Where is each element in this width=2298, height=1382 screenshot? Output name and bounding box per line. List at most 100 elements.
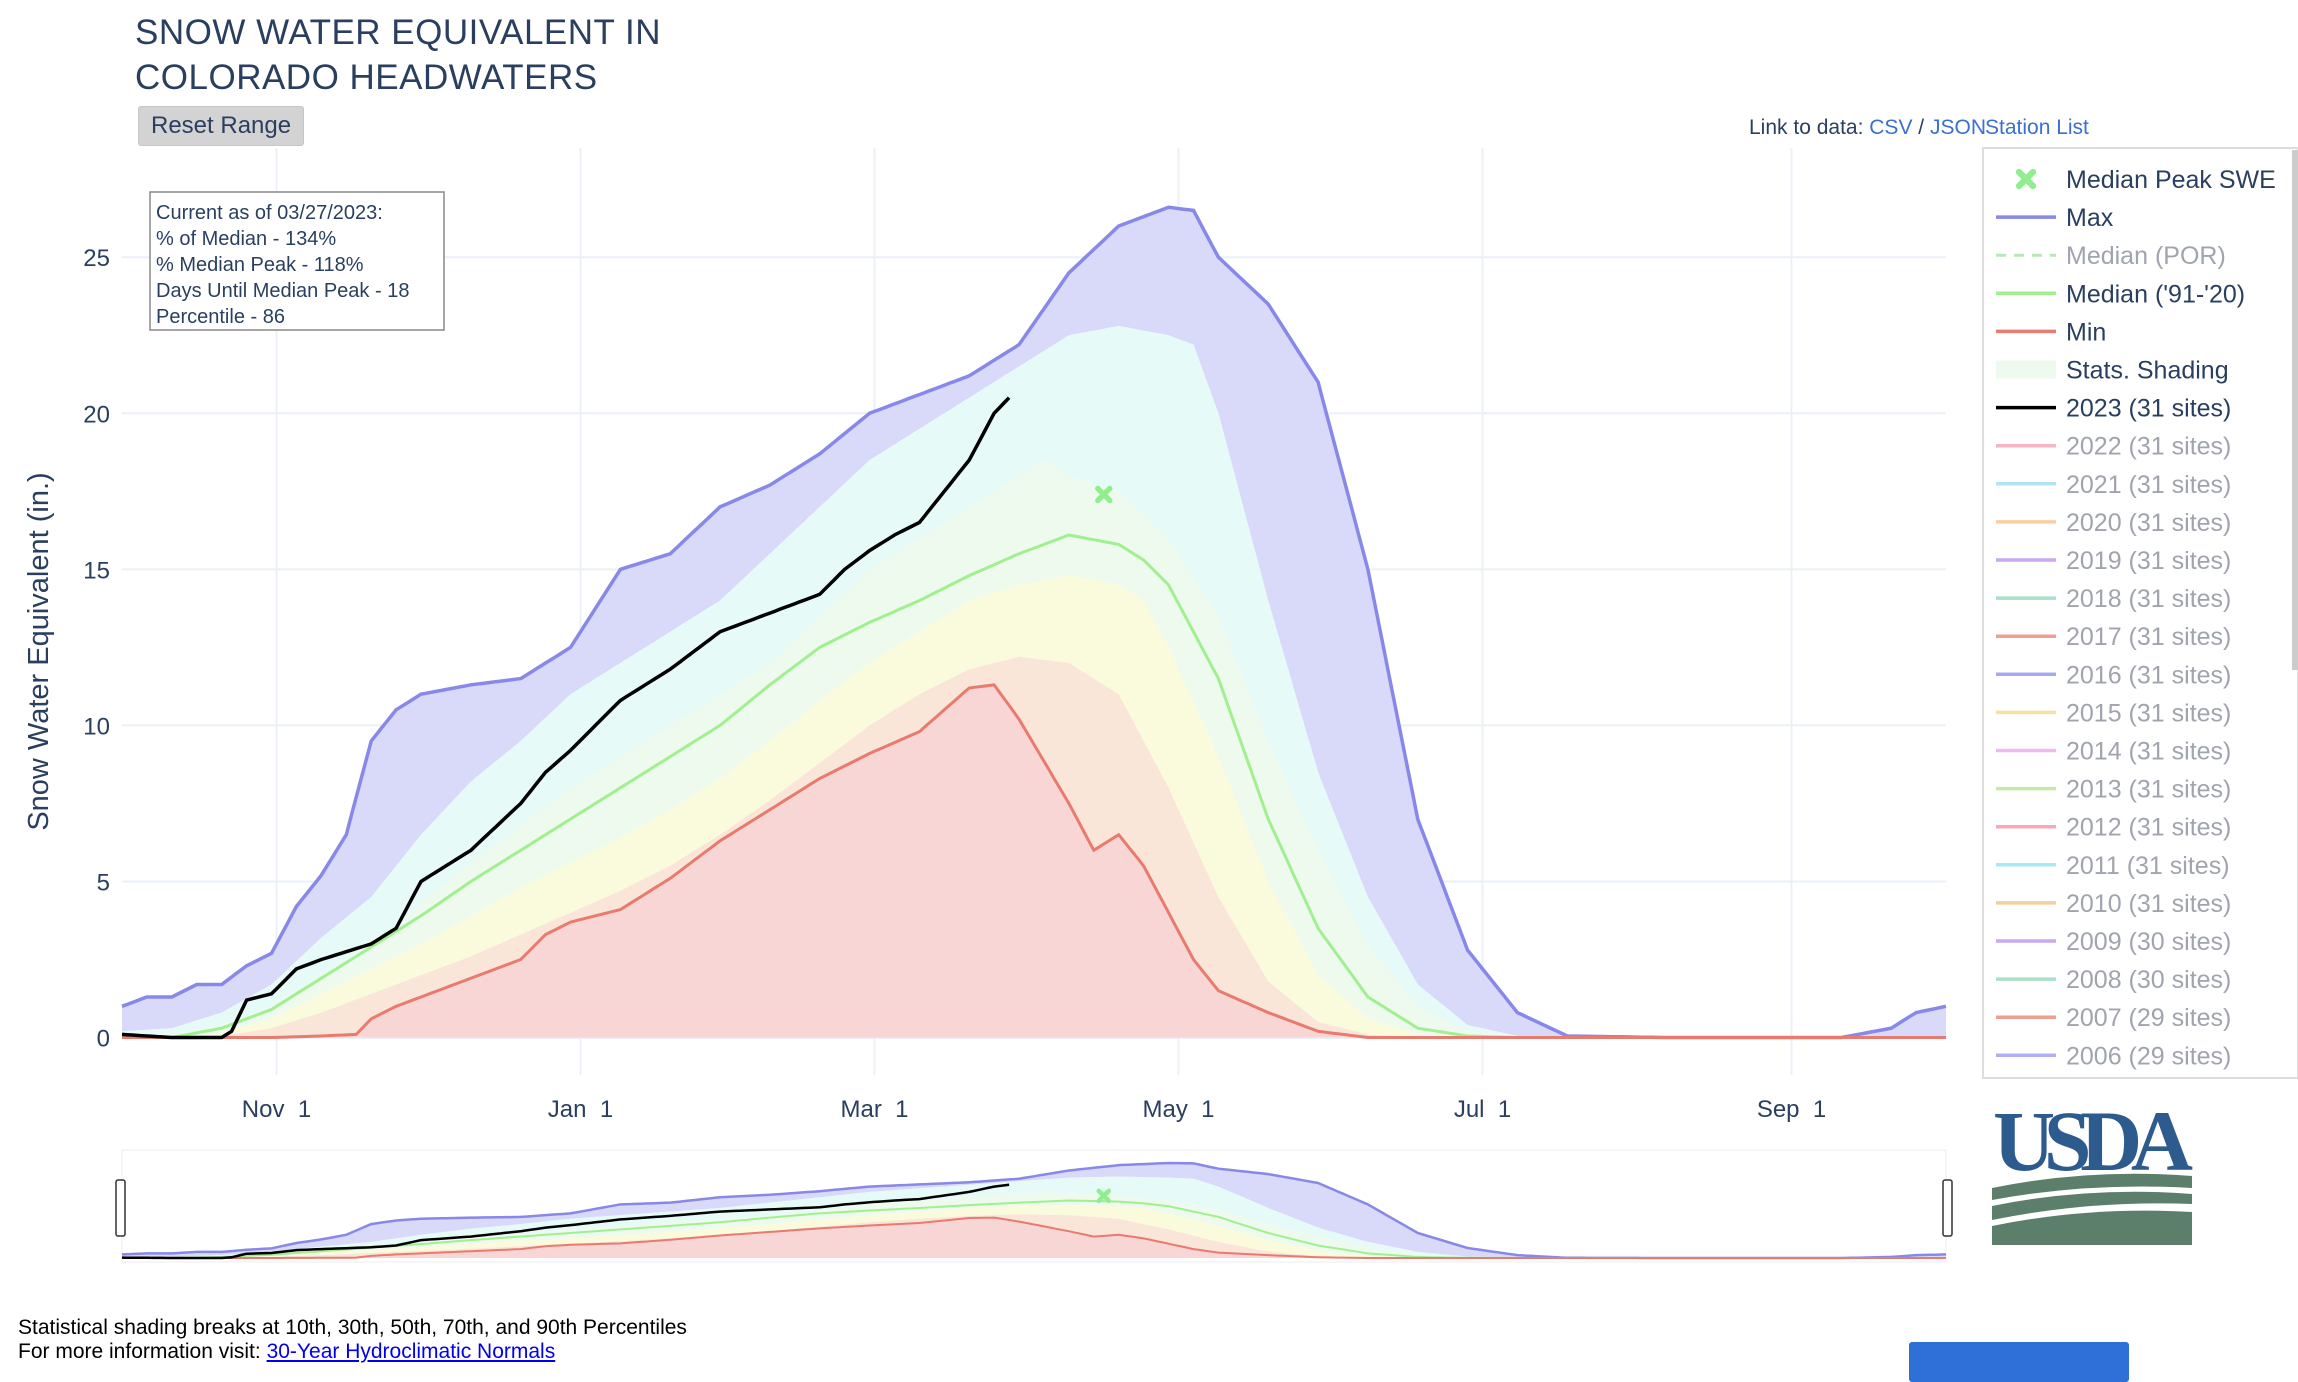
legend-label: 2015 (31 sites): [2066, 699, 2231, 727]
y-tick-label: 0: [97, 1026, 110, 1053]
slider-band-p70-p30: [122, 1191, 1946, 1258]
csv-link[interactable]: CSV: [1869, 116, 1913, 139]
info-line: % of Median - 134%: [156, 228, 336, 250]
usda-logo-text: USDA: [1993, 1093, 2193, 1189]
legend-label: 2019 (31 sites): [2066, 547, 2231, 575]
footer-notes: Statistical shading breaks at 10th, 30th…: [18, 1316, 687, 1364]
chart-title: SNOW WATER EQUIVALENT IN COLORADO HEADWA…: [135, 13, 662, 97]
slider-handle-left[interactable]: [115, 1179, 126, 1237]
y-tick-label: 15: [83, 557, 110, 584]
legend-label: 2017 (31 sites): [2066, 623, 2231, 651]
legend-item[interactable]: 2017 (31 sites): [1996, 623, 2231, 651]
footer-line2: For more information visit: 30-Year Hydr…: [18, 1340, 687, 1364]
station-list-link[interactable]: Station List: [1985, 116, 2089, 139]
legend-label: 2010 (31 sites): [2066, 890, 2231, 918]
min-line: [122, 683, 1946, 1039]
y-axis-label: Snow Water Equivalent (in.): [23, 472, 55, 830]
footer-prefix: For more information visit:: [18, 1340, 267, 1363]
band-p10-min: [122, 656, 1946, 1038]
legend-item[interactable]: Max: [1996, 204, 2114, 232]
slider-min-line: [122, 1216, 1946, 1259]
normals-link[interactable]: 30-Year Hydroclimatic Normals: [266, 1340, 556, 1363]
legend-label: 2006 (29 sites): [2066, 1042, 2231, 1070]
legend-label: 2011 (31 sites): [2066, 852, 2230, 880]
legend-label: 2022 (31 sites): [2066, 433, 2231, 461]
info-line: Percentile - 86: [156, 306, 285, 328]
legend-item[interactable]: Median Peak SWE: [2015, 166, 2276, 194]
y-tick-label: 10: [83, 713, 110, 740]
band-p70-p30: [122, 460, 1946, 1038]
legend-label: 2012 (31 sites): [2066, 814, 2231, 842]
legend-label: Min: [2066, 318, 2106, 346]
link-prefix: Link to data:: [1749, 116, 1864, 139]
legend-label: Median ('91-'20): [2066, 280, 2245, 308]
legend-symbol: [1996, 360, 2056, 379]
legend-label: Max: [2066, 204, 2114, 232]
main-plot: [121, 205, 1947, 1040]
info-line: % Median Peak - 118%: [156, 254, 364, 276]
legend-item[interactable]: 2007 (29 sites): [1996, 1004, 2231, 1032]
legend-item[interactable]: 2009 (30 sites): [1996, 928, 2231, 956]
legend-symbol: [2015, 168, 2037, 190]
legend-item[interactable]: 2016 (31 sites): [1996, 661, 2231, 689]
legend-item[interactable]: 2013 (31 sites): [1996, 776, 2231, 804]
json-link[interactable]: JSON: [1929, 116, 1986, 139]
slider-band-min-zero: [122, 1217, 1946, 1258]
data-links: Link to data: CSV / JSON: [1749, 116, 1986, 140]
legend-label: 2013 (31 sites): [2066, 776, 2231, 804]
legend-item[interactable]: 2011 (31 sites): [1996, 852, 2230, 880]
slider-handle-right[interactable]: [1942, 1179, 1953, 1237]
x-tick-label: Nov 1: [242, 1096, 311, 1123]
slider-median-peak-marker: [1096, 1188, 1112, 1204]
footer-line1: Statistical shading breaks at 10th, 30th…: [18, 1316, 687, 1339]
legend-item[interactable]: 2010 (31 sites): [1996, 890, 2231, 918]
info-line: Current as of 03/27/2023:: [156, 202, 383, 224]
usda-logo: USDA: [1992, 1093, 2193, 1245]
link-separator: /: [1918, 116, 1925, 139]
legend-item[interactable]: Median (POR): [1996, 242, 2226, 270]
legend-item[interactable]: 2008 (30 sites): [1996, 966, 2231, 994]
legend-item[interactable]: Min: [1996, 318, 2106, 346]
legend-label: 2018 (31 sites): [2066, 585, 2231, 613]
info-line: Days Until Median Peak - 18: [156, 280, 409, 302]
legend-item[interactable]: 2019 (31 sites): [1996, 547, 2231, 575]
x-tick-label: Mar 1: [841, 1096, 909, 1123]
x-tick-label: May 1: [1143, 1096, 1215, 1123]
legend-label: 2023 (31 sites): [2066, 395, 2231, 423]
legend-label: Stats. Shading: [2066, 357, 2229, 385]
slider-band-p10-min: [122, 1214, 1946, 1258]
legend-label: 2021 (31 sites): [2066, 471, 2231, 499]
legend-item[interactable]: Median ('91-'20): [1996, 280, 2245, 308]
slider-current-line: [121, 1183, 1010, 1260]
legend-item[interactable]: 2015 (31 sites): [1996, 699, 2231, 727]
legend-scrollbar[interactable]: [2292, 150, 2298, 670]
legend-item[interactable]: Stats. Shading: [1996, 357, 2229, 385]
legend-label: Median (POR): [2066, 242, 2226, 270]
legend-item[interactable]: 2021 (31 sites): [1996, 471, 2231, 499]
legend-label: 2009 (30 sites): [2066, 928, 2231, 956]
band-min-zero: [122, 684, 1946, 1038]
legend-label: 2016 (31 sites): [2066, 661, 2231, 689]
legend-label: 2008 (30 sites): [2066, 966, 2231, 994]
legend-item[interactable]: 2018 (31 sites): [1996, 585, 2231, 613]
legend-item[interactable]: 2012 (31 sites): [1996, 814, 2231, 842]
reset-range-button[interactable]: Reset Range: [138, 106, 305, 146]
legend-item[interactable]: 2006 (29 sites): [1996, 1042, 2231, 1070]
y-tick-label: 5: [97, 869, 110, 896]
info-box: Current as of 03/27/2023: % of Median - 1…: [149, 191, 445, 331]
range-slider[interactable]: [115, 1149, 1953, 1263]
x-tick-label: Jan 1: [548, 1096, 613, 1123]
legend-item[interactable]: 2020 (31 sites): [1996, 509, 2231, 537]
x-tick-label: Sep 1: [1757, 1096, 1826, 1123]
current-2023-line: [121, 396, 1011, 1040]
y-tick-label: 25: [83, 245, 110, 272]
legend[interactable]: Median Peak SWE Max Median (POR) Median ('9…: [1982, 147, 2298, 1079]
y-tick-label: 20: [83, 401, 110, 428]
legend-item[interactable]: 2023 (31 sites): [1996, 395, 2231, 423]
legend-item[interactable]: 2014 (31 sites): [1996, 738, 2231, 766]
legend-label: 2007 (29 sites): [2066, 1004, 2231, 1032]
legend-item[interactable]: 2022 (31 sites): [1996, 433, 2231, 461]
median-peak-marker: [1095, 485, 1113, 504]
feedback-button[interactable]: [1909, 1342, 2129, 1382]
